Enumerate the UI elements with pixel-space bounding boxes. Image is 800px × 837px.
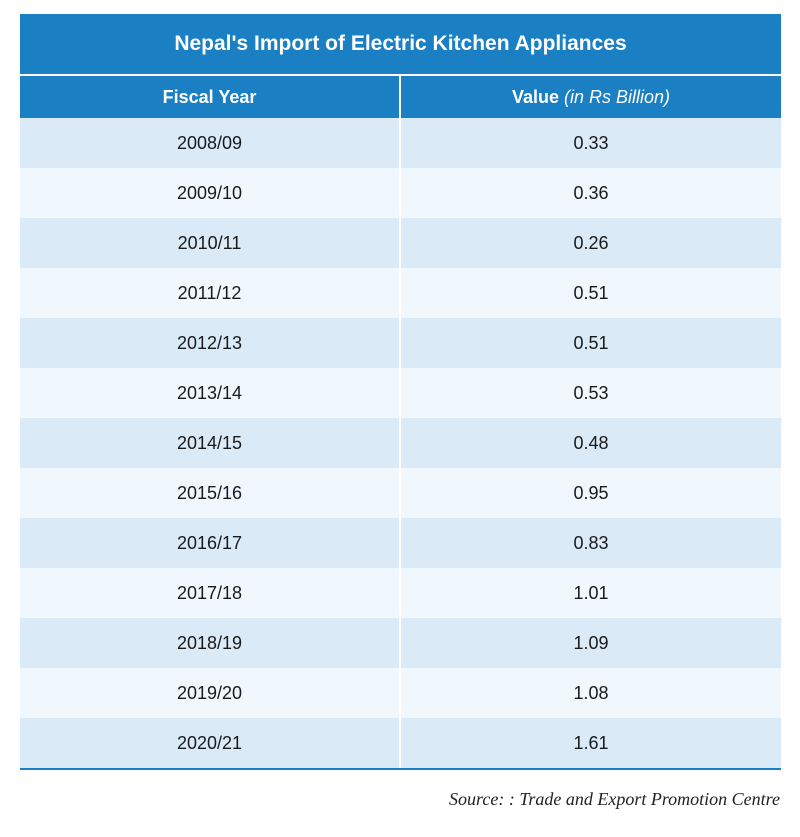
column-divider <box>399 318 401 368</box>
value-cell: 1.09 <box>573 632 609 653</box>
table-row: 2012/13 0.51 <box>20 318 781 368</box>
table-title: Nepal's Import of Electric Kitchen Appli… <box>20 14 781 74</box>
value-cell: 0.53 <box>573 382 609 403</box>
fiscal-year-cell: 2020/21 <box>176 732 243 753</box>
fiscal-year-cell: 2010/11 <box>177 232 242 253</box>
header-value: Value (in Rs Billion) <box>401 76 781 118</box>
column-divider <box>399 168 401 218</box>
table-bottom-border <box>20 768 781 770</box>
column-divider <box>399 76 401 118</box>
value-cell: 0.36 <box>573 182 609 203</box>
import-table: Nepal's Import of Electric Kitchen Appli… <box>20 14 781 770</box>
fiscal-year-cell: 2013/14 <box>176 382 243 403</box>
column-divider <box>399 668 401 718</box>
column-divider <box>399 518 401 568</box>
column-divider <box>399 418 401 468</box>
value-cell: 1.61 <box>573 732 609 753</box>
fiscal-year-cell: 2011/12 <box>177 282 242 303</box>
column-divider <box>399 568 401 618</box>
column-divider <box>399 368 401 418</box>
value-cell: 0.95 <box>573 482 609 503</box>
value-cell: 0.33 <box>573 132 609 153</box>
value-cell: 0.51 <box>573 332 609 353</box>
fiscal-year-cell: 2012/13 <box>176 332 243 353</box>
fiscal-year-cell: 2008/09 <box>176 132 243 153</box>
value-cell: 1.01 <box>573 582 609 603</box>
table-row: 2015/16 0.95 <box>20 468 781 518</box>
value-cell: 0.51 <box>573 282 609 303</box>
value-cell: 0.48 <box>573 432 609 453</box>
value-cell: 1.08 <box>573 682 609 703</box>
fiscal-year-cell: 2009/10 <box>176 182 243 203</box>
table-row: 2014/15 0.48 <box>20 418 781 468</box>
column-divider <box>399 718 401 768</box>
header-value-unit: (in Rs Billion) <box>564 86 671 107</box>
table-row: 2019/20 1.08 <box>20 668 781 718</box>
divider <box>20 74 781 76</box>
table-row: 2017/18 1.01 <box>20 568 781 618</box>
fiscal-year-cell: 2018/19 <box>176 632 243 653</box>
header-fiscal-year-label: Fiscal Year <box>162 86 257 107</box>
table-row: 2011/12 0.51 <box>20 268 781 318</box>
fiscal-year-cell: 2016/17 <box>176 532 243 553</box>
column-divider <box>399 218 401 268</box>
table-row: 2020/21 1.61 <box>20 718 781 768</box>
header-row: Fiscal Year Value (in Rs Billion) <box>20 76 781 118</box>
source-note: Source: : Trade and Export Promotion Cen… <box>449 789 780 809</box>
table-row: 2016/17 0.83 <box>20 518 781 568</box>
table-row: 2010/11 0.26 <box>20 218 781 268</box>
column-divider <box>399 468 401 518</box>
fiscal-year-cell: 2019/20 <box>176 682 243 703</box>
table-row: 2008/09 0.33 <box>20 118 781 168</box>
fiscal-year-cell: 2014/15 <box>176 432 243 453</box>
header-fiscal-year: Fiscal Year <box>20 76 399 118</box>
table-row: 2009/10 0.36 <box>20 168 781 218</box>
value-cell: 0.26 <box>573 232 609 253</box>
table-body: 2008/09 0.33 2009/10 0.36 2010/11 0.26 2011/12… <box>20 118 781 768</box>
column-divider <box>399 618 401 668</box>
column-divider <box>399 268 401 318</box>
column-divider <box>399 118 401 168</box>
fiscal-year-cell: 2017/18 <box>176 582 243 603</box>
header-value-label: Value <box>511 86 559 107</box>
fiscal-year-cell: 2015/16 <box>176 482 243 503</box>
table-row: 2018/19 1.09 <box>20 618 781 668</box>
value-cell: 0.83 <box>573 532 609 553</box>
table-row: 2013/14 0.53 <box>20 368 781 418</box>
